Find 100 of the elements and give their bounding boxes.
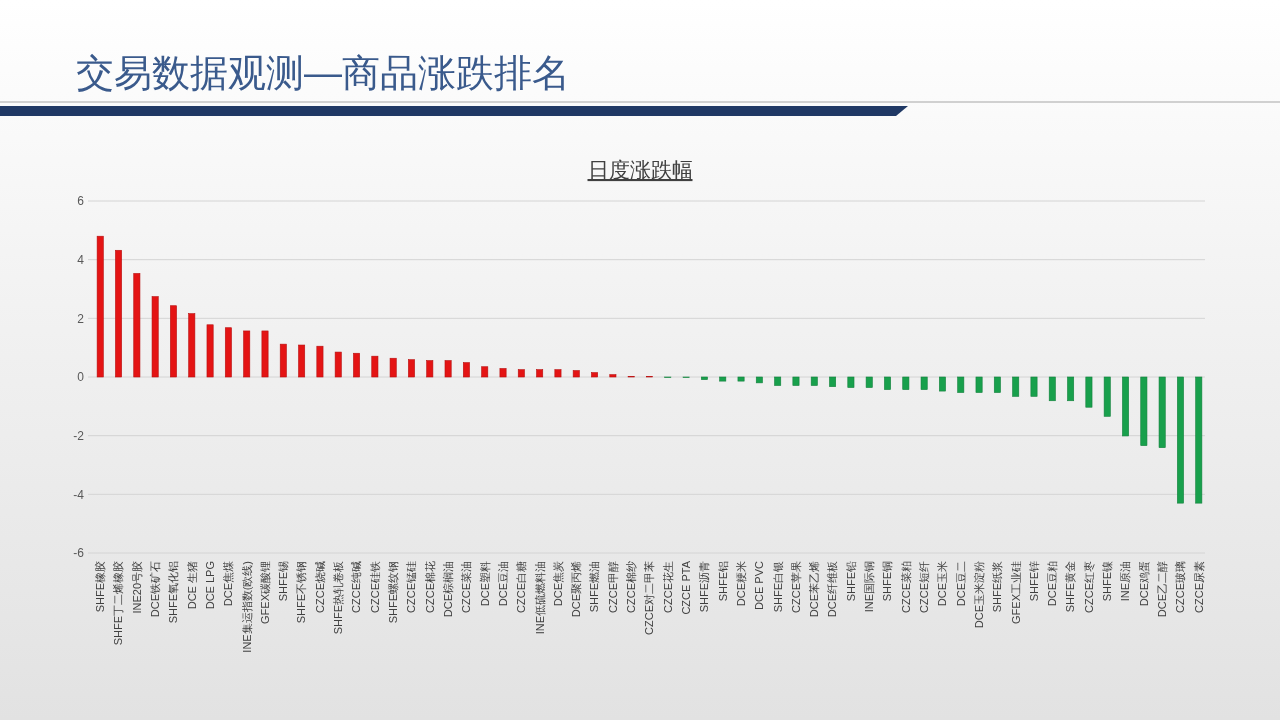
bar	[902, 376, 910, 390]
bar	[536, 369, 544, 378]
bar	[591, 372, 598, 378]
x-tick-label: CZCE短纤	[917, 561, 930, 613]
bar	[810, 376, 818, 386]
x-tick-label: CZCE PTA	[679, 560, 692, 615]
x-tick-label: DCE玉米	[936, 561, 949, 607]
x-tick-label: DCE LPG	[203, 561, 216, 610]
x-tick-label: DCE乙二醇	[1156, 561, 1169, 618]
x-tick-label: DCE焦煤	[222, 561, 235, 607]
bar	[517, 369, 525, 378]
bar	[847, 376, 855, 388]
bar	[389, 357, 397, 378]
x-tick-label: INE低硫燃料油	[533, 561, 546, 635]
bar	[206, 324, 214, 378]
bar	[279, 343, 287, 378]
x-tick-label: DCE豆油	[496, 561, 509, 607]
bar	[1122, 376, 1129, 437]
bar	[701, 376, 708, 380]
bar	[316, 345, 324, 378]
x-tick-label: DCE塑料	[478, 561, 491, 607]
bar	[884, 376, 891, 390]
x-tick-label: CZCE白糖	[515, 561, 528, 613]
bar	[993, 376, 1001, 393]
x-tick-label: DCE玉米淀粉	[972, 561, 985, 629]
x-tick-label: DCE棕榈油	[441, 561, 454, 618]
bar	[1158, 376, 1166, 448]
x-tick-label: CZCE硅铁	[368, 561, 381, 613]
bar	[133, 273, 141, 378]
bar	[1140, 376, 1148, 446]
x-tick-label: SHFE纸浆	[991, 561, 1004, 613]
bar	[481, 366, 489, 378]
x-tick-label: SHFE锡	[277, 561, 290, 602]
x-tick-label: INE原油	[1119, 561, 1132, 602]
x-tick-label: DCE苯乙烯	[808, 561, 821, 618]
chart-title: 交易数据观测—商品涨跌排名	[76, 52, 570, 94]
bar	[920, 376, 928, 390]
bar	[1195, 376, 1203, 504]
x-tick-label: DCE焦炭	[551, 561, 564, 607]
x-tick-label: CZCE红枣	[1082, 561, 1095, 613]
bar	[609, 374, 617, 378]
bar	[371, 355, 379, 378]
x-tick-label: DCE纤维板	[826, 561, 839, 618]
x-tick-label: SHFE铅	[844, 561, 857, 602]
x-tick-label: SHFE热轧卷板	[332, 561, 345, 635]
x-tick-label: SHFE氧化铝	[167, 561, 180, 624]
x-tick-label: CZCE菜粕	[899, 561, 912, 613]
bar	[975, 376, 983, 393]
bar	[829, 376, 836, 387]
bar	[737, 376, 745, 382]
bar	[1085, 376, 1093, 408]
x-tick-label: DCE鸡蛋	[1137, 561, 1150, 607]
x-tick-label: SHFE燃油	[588, 561, 601, 613]
y-tick-label: 4	[77, 252, 85, 267]
x-tick-label: SHFE沥青	[698, 561, 711, 613]
x-tick-label: SHFE镍	[1101, 561, 1114, 602]
x-tick-label: CZCE锰硅	[405, 561, 418, 613]
x-tick-label: DCE聚丙烯	[570, 561, 583, 618]
bar	[939, 376, 946, 392]
x-tick-label: CZCE棉花	[423, 561, 436, 613]
x-tick-label: CZCE烧碱	[313, 561, 326, 613]
x-tick-label: SHFE锌	[1027, 561, 1040, 602]
bar	[865, 376, 873, 388]
bar	[1177, 376, 1184, 504]
bar	[1030, 376, 1038, 397]
x-tick-label: DCE粳米	[734, 561, 747, 607]
x-tick-label: CZCE甲醇	[606, 561, 619, 613]
x-tick-label: CZCE尿素	[1192, 561, 1205, 613]
bar	[353, 352, 360, 378]
y-tick-label: 0	[77, 370, 85, 385]
y-tick-label: 2	[77, 311, 85, 326]
x-tick-label: CZCE对二甲苯	[643, 561, 656, 635]
y-tick-label: -2	[73, 428, 85, 443]
x-tick-label: SHFE螺纹钢	[387, 561, 400, 624]
bar	[1067, 376, 1075, 402]
x-tick-label: DCE豆二	[954, 561, 967, 607]
bar	[1048, 376, 1056, 402]
x-tick-label: GFEX工业硅	[1009, 561, 1022, 624]
bar	[298, 344, 306, 378]
x-tick-label: CZCE棉纱	[625, 561, 638, 613]
bar	[499, 368, 507, 378]
x-tick-label: SHFE白银	[771, 561, 784, 613]
x-tick-label: INE国际铜	[863, 561, 876, 613]
x-tick-label: INE20号胶	[130, 561, 143, 614]
x-tick-label: CZCE菜油	[460, 561, 473, 613]
x-tick-label: SHFE黄金	[1064, 561, 1077, 613]
y-tick-label: 6	[77, 194, 85, 209]
bar	[1012, 376, 1020, 397]
chart-subtitle: 日度涨跌幅	[587, 158, 693, 181]
x-tick-label: DCE 生猪	[185, 561, 198, 610]
bar	[170, 305, 177, 378]
bar	[188, 313, 196, 378]
x-tick-label: DCE PVC	[753, 560, 766, 610]
y-tick-label: -4	[73, 487, 85, 502]
bar	[957, 376, 965, 393]
x-tick-label: DCE豆粕	[1046, 561, 1059, 607]
x-tick-label: INE集运指数(欧线)	[240, 561, 253, 653]
bar	[115, 249, 122, 378]
bar	[334, 351, 342, 378]
x-tick-label: DCE铁矿石	[149, 561, 161, 618]
